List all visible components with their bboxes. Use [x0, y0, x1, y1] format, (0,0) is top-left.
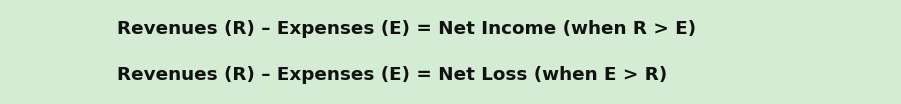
Text: Revenues (R) – Expenses (E) = Net Loss (when E > R): Revenues (R) – Expenses (E) = Net Loss (… [117, 66, 668, 84]
Text: Revenues (R) – Expenses (E) = Net Income (when R > E): Revenues (R) – Expenses (E) = Net Income… [117, 20, 696, 38]
